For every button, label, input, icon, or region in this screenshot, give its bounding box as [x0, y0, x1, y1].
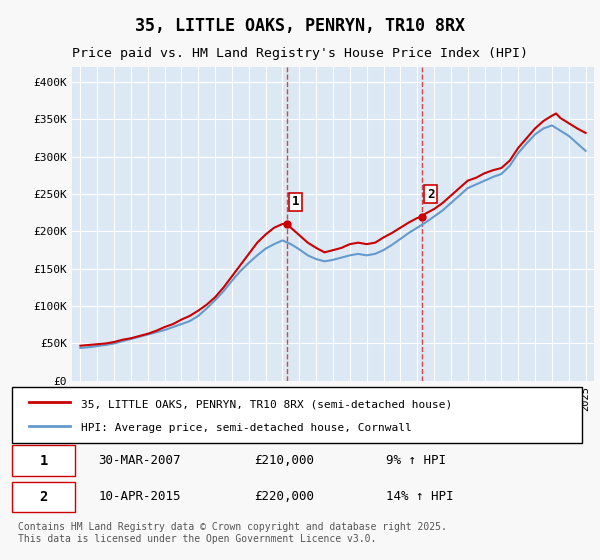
- Text: Price paid vs. HM Land Registry's House Price Index (HPI): Price paid vs. HM Land Registry's House …: [72, 47, 528, 60]
- Text: 30-MAR-2007: 30-MAR-2007: [98, 454, 181, 467]
- Text: 1: 1: [292, 195, 299, 208]
- Text: Contains HM Land Registry data © Crown copyright and database right 2025.
This d: Contains HM Land Registry data © Crown c…: [18, 522, 446, 544]
- FancyBboxPatch shape: [12, 482, 76, 512]
- Text: 14% ↑ HPI: 14% ↑ HPI: [386, 491, 454, 503]
- Text: £210,000: £210,000: [254, 454, 314, 467]
- Text: 35, LITTLE OAKS, PENRYN, TR10 8RX: 35, LITTLE OAKS, PENRYN, TR10 8RX: [135, 17, 465, 35]
- Text: 2: 2: [427, 188, 434, 201]
- FancyBboxPatch shape: [12, 387, 582, 443]
- Text: HPI: Average price, semi-detached house, Cornwall: HPI: Average price, semi-detached house,…: [81, 423, 412, 433]
- Text: 35, LITTLE OAKS, PENRYN, TR10 8RX (semi-detached house): 35, LITTLE OAKS, PENRYN, TR10 8RX (semi-…: [81, 399, 452, 409]
- Text: 10-APR-2015: 10-APR-2015: [98, 491, 181, 503]
- FancyBboxPatch shape: [12, 445, 76, 476]
- Text: 1: 1: [40, 454, 48, 468]
- Text: 9% ↑ HPI: 9% ↑ HPI: [386, 454, 446, 467]
- Text: 2: 2: [40, 490, 48, 504]
- Text: £220,000: £220,000: [254, 491, 314, 503]
